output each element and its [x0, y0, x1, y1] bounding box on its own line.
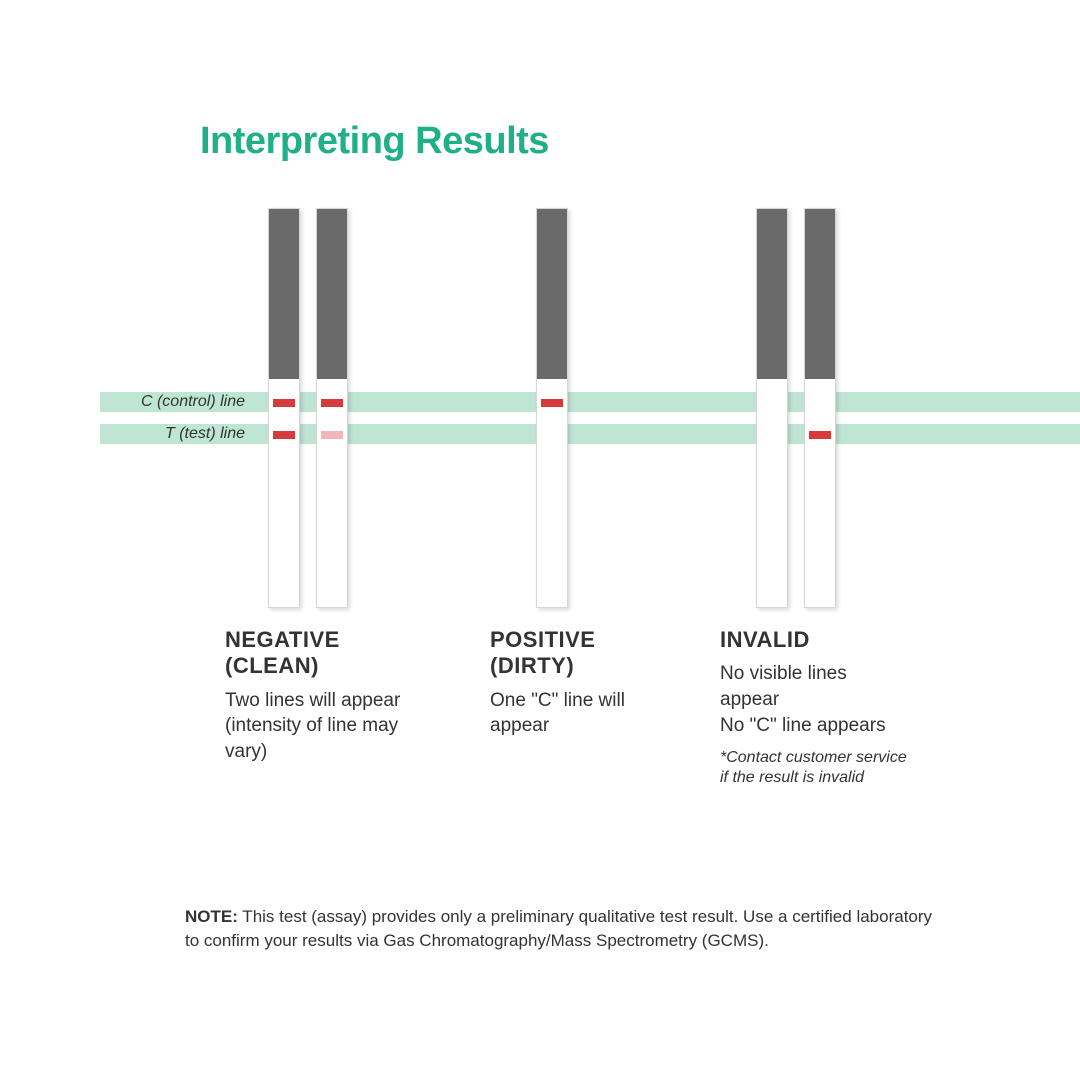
- result-title: NEGATIVE (CLEAN): [225, 627, 415, 680]
- strip-cap: [269, 209, 299, 379]
- t-line-band: [100, 424, 1080, 444]
- c-line-label: C (control) line: [110, 392, 245, 412]
- result-title: POSITIVE (DIRTY): [490, 627, 680, 680]
- result-title: INVALID: [720, 627, 910, 653]
- result-block: POSITIVE (DIRTY) One "C" line will appear: [490, 627, 680, 739]
- t-mark: [273, 431, 295, 439]
- strip-cap: [537, 209, 567, 379]
- result-description: One "C" line will appear: [490, 688, 680, 739]
- t-mark: [321, 431, 343, 439]
- result-description: Two lines will appear (intensity of line…: [225, 688, 415, 765]
- strip-cap: [805, 209, 835, 379]
- note-label: NOTE:: [185, 907, 238, 926]
- t-line-label: T (test) line: [110, 424, 245, 444]
- c-line-band: [100, 392, 1080, 412]
- result-footnote: *Contact customer service if the result …: [720, 748, 910, 788]
- result-block: NEGATIVE (CLEAN) Two lines will appear (i…: [225, 627, 415, 765]
- page-title: Interpreting Results: [200, 120, 549, 163]
- c-mark: [321, 399, 343, 407]
- t-mark: [809, 431, 831, 439]
- strip-cap: [317, 209, 347, 379]
- test-strip: [268, 208, 300, 608]
- result-block: INVALID No visible lines appear No "C" li…: [720, 627, 910, 788]
- footer-note: NOTE: This test (assay) provides only a …: [185, 905, 950, 953]
- c-mark: [541, 399, 563, 407]
- c-mark: [273, 399, 295, 407]
- note-text: This test (assay) provides only a prelim…: [185, 907, 932, 950]
- test-strip: [804, 208, 836, 608]
- test-strip: [536, 208, 568, 608]
- test-strip: [316, 208, 348, 608]
- result-description: No visible lines appear No "C" line appe…: [720, 661, 910, 738]
- test-strip: [756, 208, 788, 608]
- strip-cap: [757, 209, 787, 379]
